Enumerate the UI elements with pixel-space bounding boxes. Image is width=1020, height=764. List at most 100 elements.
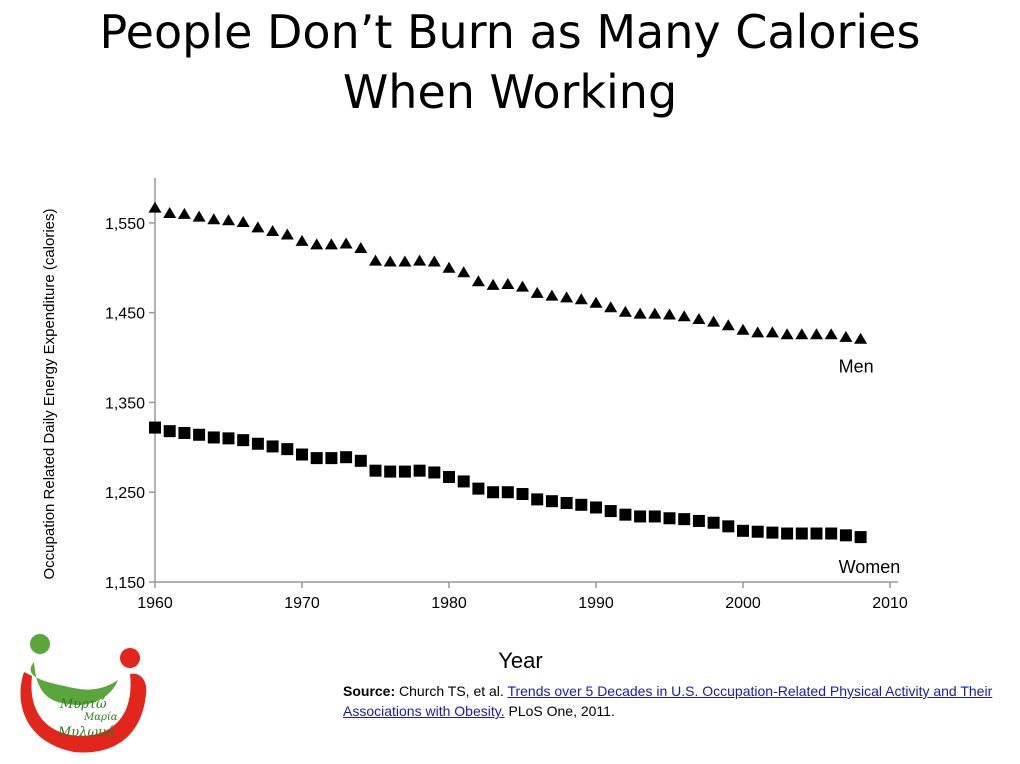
data-point-women (457, 475, 470, 488)
logo: Μυρτώ Μαρία Μυλωνά (20, 634, 147, 753)
data-point-men (310, 238, 324, 250)
data-point-men (251, 221, 265, 233)
data-point-men (736, 323, 750, 335)
y-tick-label: 1,150 (105, 575, 145, 592)
data-point-men (824, 328, 838, 340)
data-point-women (354, 454, 367, 467)
data-point-women (325, 452, 338, 465)
data-point-women (751, 525, 764, 538)
data-point-men (398, 255, 412, 267)
data-point-women (472, 482, 485, 495)
y-tick-label: 1,350 (105, 395, 145, 412)
data-point-women (501, 486, 514, 499)
data-point-men (442, 261, 456, 273)
series-men (148, 201, 868, 344)
data-point-men (266, 224, 280, 236)
data-point-women (692, 514, 705, 527)
data-point-women (560, 496, 573, 509)
data-point-women (854, 531, 867, 544)
data-point-women (707, 516, 720, 529)
data-point-men (413, 254, 427, 266)
y-tick-label: 1,450 (105, 306, 145, 323)
data-point-women (545, 495, 558, 508)
data-point-women (825, 527, 838, 540)
data-point-men (192, 210, 206, 222)
data-point-men (574, 293, 588, 305)
data-point-men (721, 319, 735, 331)
data-point-men (839, 330, 853, 342)
chart-ticks: 1,150 1,250 1,350 1,450 1,550 1960 1970 1980 199… (105, 216, 908, 612)
data-point-women (619, 508, 632, 521)
data-point-men (148, 201, 162, 213)
data-point-men (677, 310, 691, 322)
chart-labels: Year Occupation Related Daily Energy Expe… (41, 208, 900, 673)
x-tick-label: 1960 (137, 595, 173, 612)
data-point-men (222, 214, 235, 226)
data-point-men (369, 254, 382, 266)
data-point-men (604, 301, 618, 313)
data-point-women (369, 464, 382, 477)
data-point-women (795, 527, 808, 540)
series-women (149, 421, 867, 544)
data-point-women (663, 512, 676, 525)
y-axis-label: Occupation Related Daily Energy Expendit… (41, 208, 58, 579)
data-point-women (384, 465, 397, 478)
data-point-women (310, 452, 323, 465)
data-point-men (751, 326, 765, 338)
data-point-women (237, 434, 250, 447)
data-point-women (487, 486, 500, 499)
x-tick-label: 2000 (725, 595, 761, 612)
logo-green-figure (30, 662, 118, 705)
logo-text-line-3: Μυλωνά (57, 725, 115, 740)
slide-title-line-2: When Working (342, 65, 678, 119)
data-point-women (207, 431, 220, 444)
source-article-link[interactable]: Trends over 5 Decades in U.S. Occupation… (343, 683, 993, 719)
data-point-women (266, 440, 279, 453)
data-point-men (530, 286, 544, 298)
source-authors: Church TS, et al. (399, 683, 504, 699)
data-point-women (839, 529, 852, 542)
data-point-men (648, 307, 662, 319)
slide-title-line-1: People Don’t Burn as Many Calories (99, 5, 921, 59)
data-point-men (324, 238, 338, 250)
data-point-men (383, 255, 397, 267)
x-tick-label: 1970 (284, 595, 320, 612)
y-tick-label: 1,250 (105, 485, 145, 502)
data-point-men (339, 237, 353, 249)
logo-text-line-2: Μαρία (83, 712, 118, 723)
data-point-men (207, 213, 221, 225)
data-point-women (163, 425, 176, 438)
y-tick-label: 1,550 (105, 216, 145, 233)
data-point-women (178, 426, 191, 439)
logo-red-head (120, 648, 140, 668)
data-point-women (413, 464, 426, 477)
x-tick-label: 1990 (578, 595, 614, 612)
data-point-men (780, 328, 794, 340)
data-point-women (149, 421, 161, 434)
data-point-women (443, 470, 455, 483)
data-point-men (516, 280, 529, 292)
series-label-men: Men (839, 357, 874, 377)
data-point-men (486, 278, 500, 290)
data-point-women (604, 505, 617, 518)
data-point-women (340, 451, 353, 464)
data-point-women (575, 498, 588, 511)
data-point-women (398, 465, 411, 478)
data-point-men (692, 312, 706, 324)
data-point-women (781, 527, 794, 540)
data-point-women (193, 428, 206, 441)
source-suffix: PLoS One, 2011. (508, 703, 615, 719)
data-point-women (531, 493, 544, 506)
data-point-women (722, 520, 735, 533)
data-point-men (163, 207, 177, 219)
data-point-men (707, 315, 721, 327)
data-point-men (560, 291, 574, 303)
x-tick-label: 2010 (872, 595, 908, 612)
slide-title: People Don’t Burn as Many Calories When … (0, 2, 1020, 122)
data-point-men (236, 215, 250, 227)
data-point-women (281, 443, 294, 456)
chart-marks (148, 201, 868, 544)
data-point-women (428, 466, 441, 479)
logo-text-line-1: Μυρτώ (59, 697, 107, 712)
data-point-men (854, 332, 868, 344)
